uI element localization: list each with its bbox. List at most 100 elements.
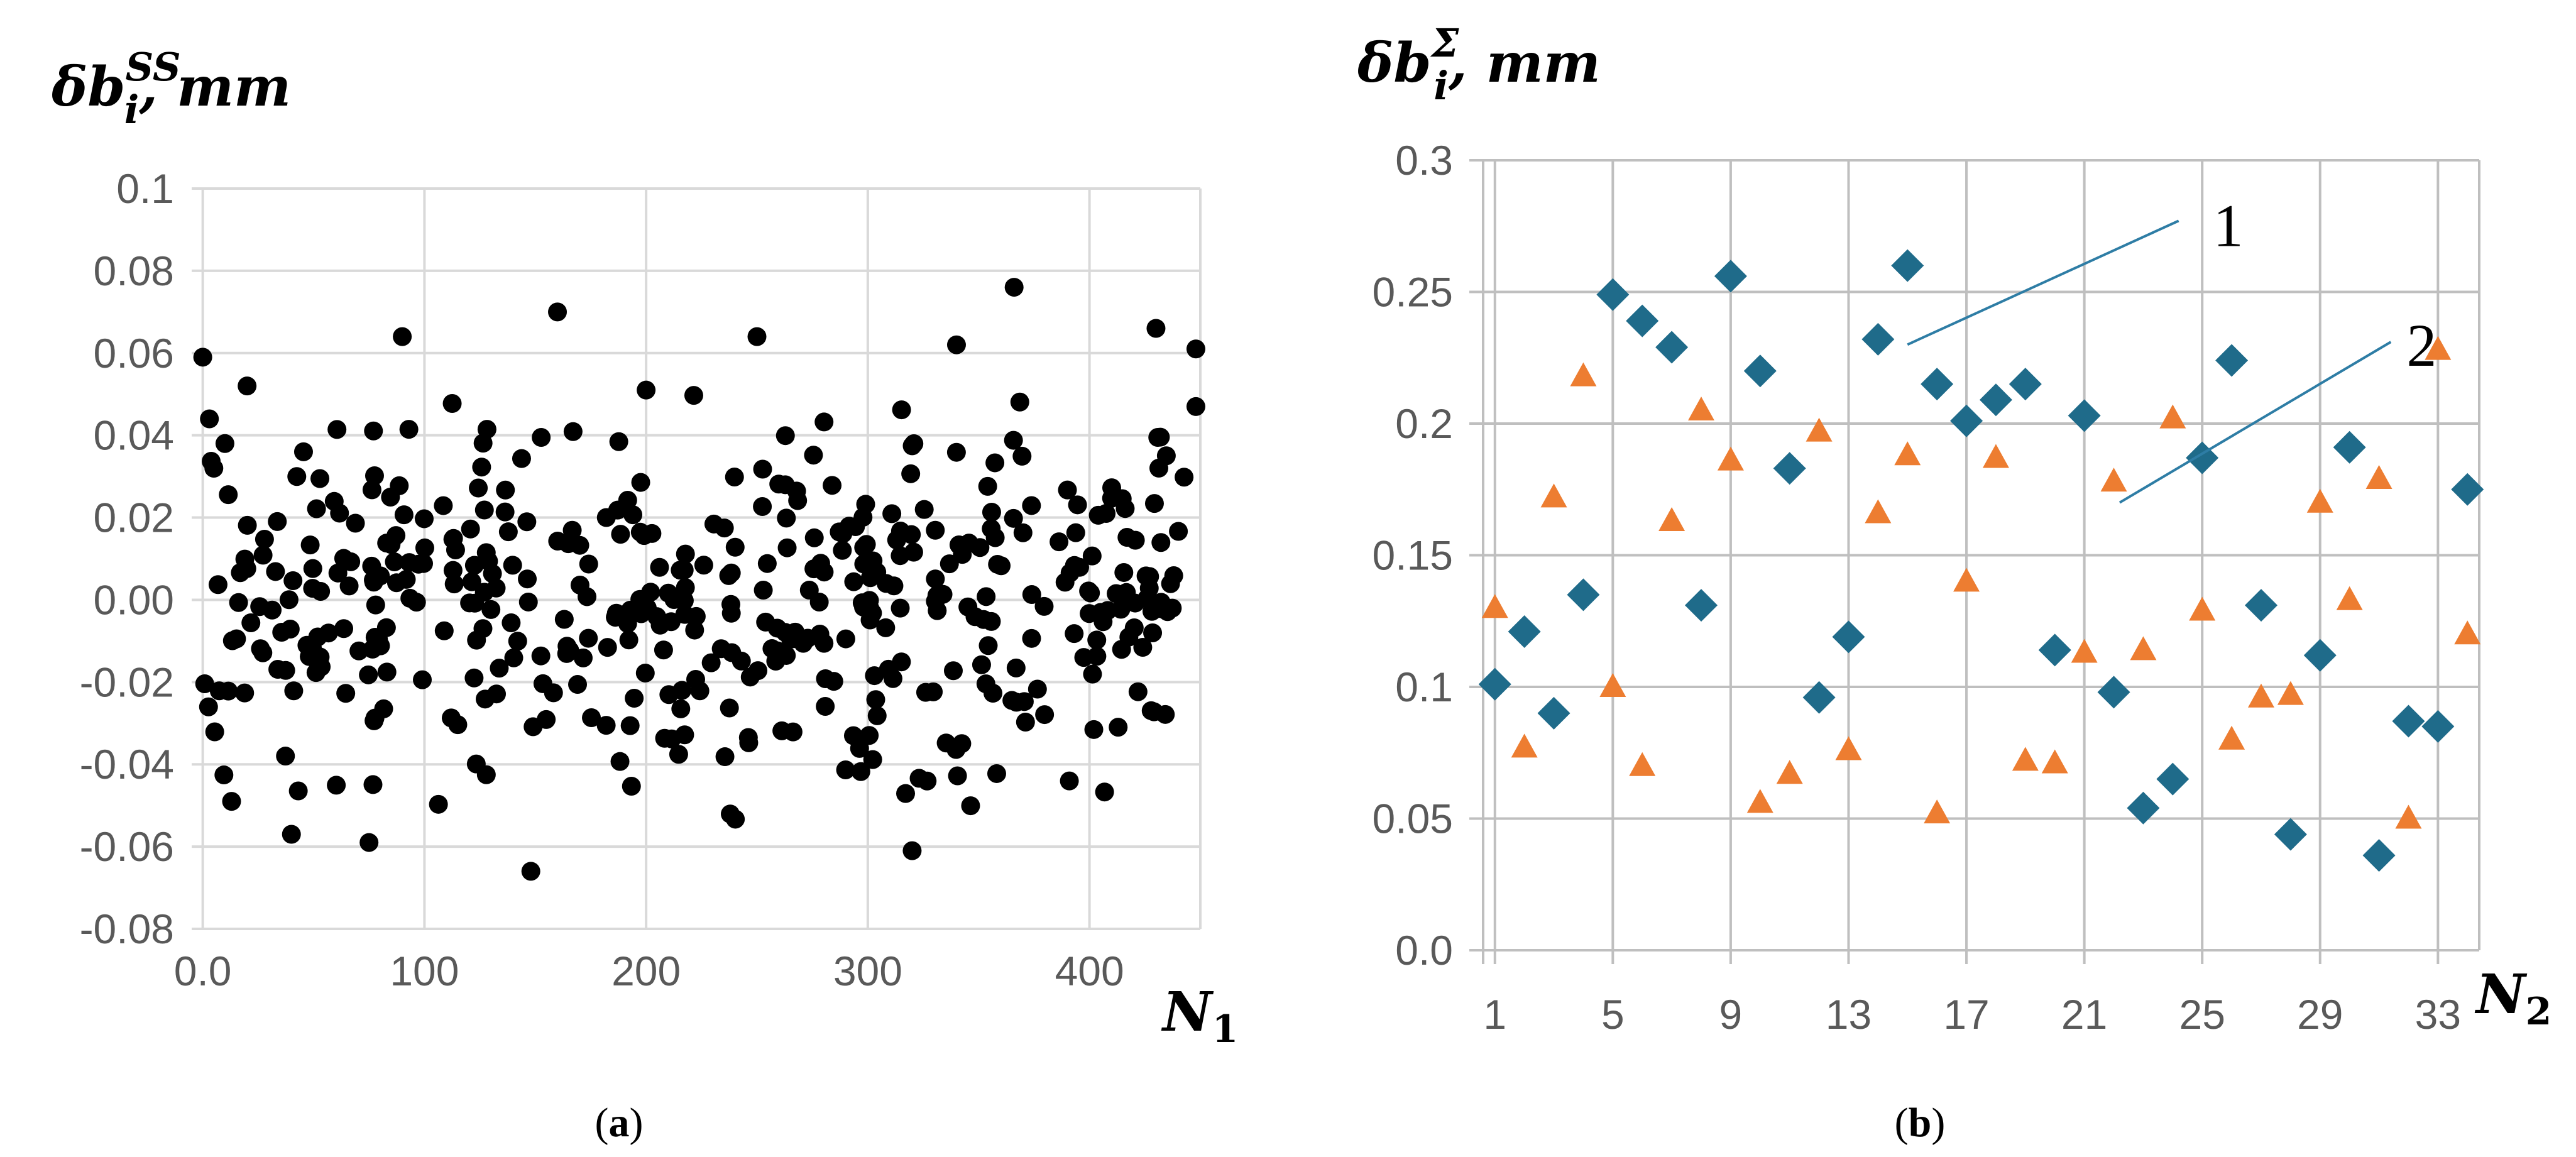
chart-b-point-series1 [2215, 344, 2249, 377]
chart-b-point-series1 [2333, 430, 2366, 464]
chart-a-point [654, 640, 673, 660]
chart-b-point-series2 [2159, 404, 2186, 429]
chart-a-point [548, 532, 567, 551]
chart-a-point [397, 569, 416, 589]
chart-a-point [508, 632, 527, 651]
chart-b-xtick-label: 5 [1601, 991, 1625, 1038]
chart-a-point [339, 576, 359, 596]
chart-a-point [671, 561, 690, 580]
chart-a-point [193, 348, 212, 367]
chart-a-point [684, 386, 703, 405]
chart-b-ytick-label: 0.3 [1395, 137, 1453, 184]
chart-a-point [623, 505, 643, 525]
chart-a-point [1082, 546, 1102, 566]
chart-a-point [816, 669, 835, 689]
chart-a-point [1022, 628, 1041, 648]
chart-a-point [303, 559, 322, 578]
chart-a-point [393, 327, 412, 346]
chart-a-point [255, 530, 274, 549]
chart-a-point [671, 699, 691, 718]
chart-b-point-series1 [2244, 589, 2277, 622]
chart-a-point [867, 706, 887, 725]
chart-b-point-series1 [1743, 354, 1777, 388]
chart-a-point [982, 502, 1001, 522]
chart-a-point [804, 446, 823, 465]
chart-b: δbΣ i, mm 0.30.250.20.150.10.050.0 1 5 9 13 1… [1357, 20, 2551, 1146]
chart-a-point [1095, 782, 1114, 802]
chart-a-point [1117, 583, 1136, 602]
chart-a-point [596, 716, 616, 735]
chart-a-point [659, 583, 678, 603]
chart-a-point [738, 728, 758, 747]
chart-a-point [1144, 494, 1164, 513]
chart-a-point [276, 747, 295, 766]
chart-a-point [740, 667, 760, 687]
chart-a-point [554, 610, 574, 629]
chart-b-point-series2 [2336, 586, 2363, 610]
chart-a-point [414, 509, 434, 529]
chart-b-annotation-label-2: 2 [2406, 312, 2436, 379]
chart-a-point [434, 621, 454, 640]
chart-a-point [1088, 505, 1108, 525]
chart-a-ytick-label: 0.04 [94, 412, 174, 459]
chart-a-ytick-label: -0.06 [80, 823, 174, 870]
chart-a-point [377, 534, 397, 553]
chart-b-point-series2 [1658, 507, 1685, 532]
chart-b-ytick-label: 0.1 [1395, 664, 1453, 710]
chart-a-point [887, 530, 906, 550]
chart-a-point [490, 659, 509, 678]
chart-a-point [943, 661, 963, 681]
chart-a-point [676, 544, 695, 564]
chart-b-point-series1 [1802, 681, 1836, 714]
chart-b-point-series1 [2127, 791, 2160, 825]
chart-a-point [896, 784, 916, 803]
chart-a-point [444, 574, 464, 594]
chart-a-point [1128, 682, 1148, 701]
chart-a-point [442, 393, 462, 413]
chart-a-point [650, 557, 669, 577]
chart-a-point [1141, 701, 1161, 720]
chart-b-yticks: 0.3 0.25 0.2 0.15 0.1 0.05 0.0 [1373, 137, 1453, 973]
chart-a-point [563, 422, 583, 441]
chart-a-point [814, 412, 834, 432]
chart-a-point [272, 622, 292, 642]
chart-a-point [346, 513, 365, 533]
chart-b-point-series1 [2156, 762, 2190, 796]
chart-a-point [219, 681, 238, 701]
chart-b-point-series2 [1570, 362, 1597, 387]
chart-a-point [235, 683, 255, 703]
chart-a-point [568, 675, 588, 694]
chart-a-xtick-label: 100 [390, 948, 459, 994]
chart-a-point [984, 683, 1003, 703]
chart-b-ytick-label: 0.25 [1373, 269, 1453, 315]
chart-a-point [363, 775, 383, 794]
chart-b-point-series1 [1773, 452, 1806, 485]
chart-a-point [823, 476, 842, 495]
chart-b-xtick-label: 1 [1483, 991, 1506, 1038]
chart-a-point [562, 520, 582, 540]
chart-a-point [1022, 496, 1041, 515]
chart-b-point-series1 [1685, 589, 1718, 622]
chart-a-point [788, 491, 808, 510]
chart-b-point-series2 [2365, 464, 2392, 489]
chart-b-point-series2 [2425, 336, 2452, 360]
chart-a-point [377, 662, 397, 682]
chart-a-ytick-label: -0.02 [80, 659, 174, 705]
chart-a-point [1151, 533, 1171, 552]
chart-b-point-series2 [2454, 620, 2481, 645]
chart-a-ytick-label: -0.04 [80, 741, 174, 787]
chart-a-point [726, 809, 745, 829]
chart-a-point [1109, 718, 1128, 737]
chart-b-point-series1 [2362, 839, 2396, 872]
chart-b-xtick-label: 17 [1943, 991, 1989, 1038]
chart-a-point [533, 674, 552, 693]
chart-a-xtick-label: 0.0 [174, 948, 232, 994]
chart-a-point [946, 335, 966, 354]
chart-b-point-series2 [2100, 468, 2127, 492]
chart-b-xtick-label: 9 [1719, 991, 1743, 1038]
chart-a-point [1058, 480, 1077, 500]
chart-a-point [359, 665, 378, 684]
chart-a-point [215, 434, 234, 453]
chart-a-point [669, 745, 688, 764]
chart-b-point-series1 [1714, 260, 1747, 293]
